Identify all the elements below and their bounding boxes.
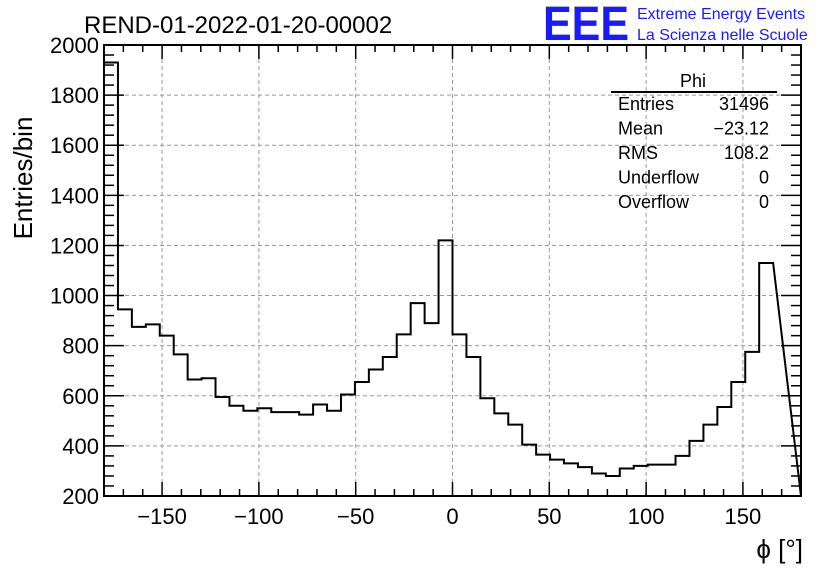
x-tick-label: −150 bbox=[137, 504, 187, 529]
stats-row-value: −23.12 bbox=[713, 119, 769, 139]
stats-title: Phi bbox=[680, 71, 706, 91]
x-tick-label: 100 bbox=[628, 504, 665, 529]
stats-row-label: Overflow bbox=[618, 192, 690, 212]
x-tick-label: −100 bbox=[234, 504, 284, 529]
x-tick-label: −50 bbox=[337, 504, 374, 529]
stats-row-value: 31496 bbox=[719, 94, 769, 114]
stats-row-value: 0 bbox=[759, 168, 769, 188]
y-tick-label: 600 bbox=[62, 384, 99, 409]
x-tick-label: 50 bbox=[537, 504, 561, 529]
logo-line-2: La Scienza nelle Scuole bbox=[637, 27, 808, 44]
x-tick-labels: −150 −100 −50 0 50 100 150 bbox=[137, 504, 761, 529]
y-tick-label: 1800 bbox=[50, 83, 99, 108]
stats-row-label: Entries bbox=[618, 94, 674, 114]
y-tick-label: 800 bbox=[62, 334, 99, 359]
x-tick-label: 150 bbox=[725, 504, 762, 529]
y-tick-label: 1200 bbox=[50, 233, 99, 258]
stats-row-value: 108.2 bbox=[724, 143, 769, 163]
histogram-series bbox=[103, 61, 802, 497]
y-tick-label: 1000 bbox=[50, 284, 99, 309]
stats-row-value: 0 bbox=[759, 192, 769, 212]
x-tick-label: 0 bbox=[446, 504, 458, 529]
chart-title: REND-01-2022-01-20-00002 bbox=[84, 12, 392, 39]
stats-row-label: Underflow bbox=[618, 168, 700, 188]
logo-line-1: Extreme Energy Events bbox=[637, 6, 805, 23]
y-tick-labels: 200 400 600 800 1000 1200 1400 1600 1800 2000 bbox=[50, 33, 99, 509]
stats-row-label: RMS bbox=[618, 143, 658, 163]
axis-ticks bbox=[103, 44, 802, 497]
y-tick-label: 200 bbox=[62, 484, 99, 509]
y-tick-label: 1400 bbox=[50, 183, 99, 208]
x-axis-label: ϕ [°] bbox=[756, 534, 803, 564]
y-axis-label: Entries/bin bbox=[8, 117, 38, 240]
y-tick-label: 400 bbox=[62, 434, 99, 459]
stats-box: Phi Entries 31496 Mean −23.12 RMS 108.2 Underf… bbox=[611, 71, 777, 212]
stats-row-label: Mean bbox=[618, 119, 663, 139]
y-tick-label: 1600 bbox=[50, 133, 99, 158]
eee-logo: EEE Extreme Energy Events La Scienza nel… bbox=[543, 0, 808, 51]
y-tick-label: 2000 bbox=[50, 33, 99, 58]
logo-mark: EEE bbox=[543, 0, 629, 51]
